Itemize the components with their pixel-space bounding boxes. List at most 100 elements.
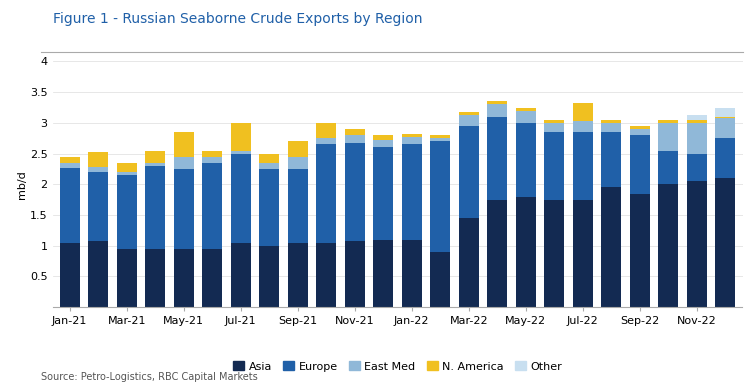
Bar [260, 169, 279, 246]
Bar [402, 144, 422, 240]
Bar [630, 129, 650, 135]
Bar [573, 121, 592, 132]
Bar [202, 249, 222, 307]
Bar [687, 123, 706, 154]
Bar [231, 123, 251, 151]
Bar [658, 184, 678, 307]
Bar [516, 197, 536, 307]
Bar [60, 168, 80, 243]
Bar [716, 138, 735, 178]
Bar [117, 172, 136, 175]
Bar [146, 249, 165, 307]
Bar [231, 154, 251, 243]
Bar [430, 138, 450, 141]
Bar [146, 163, 165, 166]
Bar [716, 117, 735, 118]
Bar [117, 175, 136, 249]
Bar [687, 154, 706, 181]
Bar [345, 241, 364, 307]
Bar [658, 123, 678, 151]
Bar [716, 108, 735, 117]
Bar [260, 154, 279, 163]
Bar [516, 111, 536, 123]
Bar [658, 120, 678, 123]
Bar [117, 249, 136, 307]
Bar [316, 144, 336, 243]
Bar [231, 151, 251, 154]
Bar [716, 178, 735, 307]
Bar [345, 135, 364, 142]
Bar [687, 115, 706, 120]
Bar [288, 243, 308, 307]
Bar [602, 120, 621, 123]
Bar [488, 117, 507, 200]
Bar [60, 163, 80, 168]
Text: Figure 1 - Russian Seaborne Crude Exports by Region: Figure 1 - Russian Seaborne Crude Export… [53, 12, 422, 26]
Bar [402, 137, 422, 144]
Bar [88, 167, 108, 172]
Bar [374, 135, 393, 140]
Text: Source: Petro-Logistics, RBC Capital Markets: Source: Petro-Logistics, RBC Capital Mar… [41, 372, 258, 382]
Bar [602, 187, 621, 307]
Y-axis label: mb/d: mb/d [17, 170, 27, 199]
Bar [60, 243, 80, 307]
Bar [260, 246, 279, 307]
Bar [402, 240, 422, 307]
Bar [459, 112, 478, 115]
Bar [174, 157, 194, 169]
Bar [202, 151, 222, 157]
Bar [231, 243, 251, 307]
Bar [544, 123, 564, 132]
Bar [88, 241, 108, 307]
Bar [687, 181, 706, 307]
Bar [260, 163, 279, 169]
Bar [602, 123, 621, 132]
Bar [146, 166, 165, 249]
Bar [174, 249, 194, 307]
Bar [630, 126, 650, 129]
Bar [174, 169, 194, 249]
Bar [630, 194, 650, 307]
Bar [345, 129, 364, 135]
Bar [459, 126, 478, 218]
Bar [630, 135, 650, 194]
Bar [117, 163, 136, 172]
Bar [316, 243, 336, 307]
Bar [288, 169, 308, 243]
Bar [374, 140, 393, 147]
Bar [374, 147, 393, 240]
Bar [544, 132, 564, 200]
Bar [288, 157, 308, 169]
Bar [345, 142, 364, 241]
Bar [288, 141, 308, 157]
Bar [459, 218, 478, 307]
Bar [374, 240, 393, 307]
Legend: Asia, Europe, East Med, N. America, Other: Asia, Europe, East Med, N. America, Othe… [229, 357, 566, 376]
Bar [60, 157, 80, 163]
Bar [316, 138, 336, 144]
Bar [430, 141, 450, 252]
Bar [687, 120, 706, 123]
Bar [573, 103, 592, 121]
Bar [658, 151, 678, 184]
Bar [430, 135, 450, 138]
Bar [88, 152, 108, 167]
Bar [573, 132, 592, 200]
Bar [202, 163, 222, 249]
Bar [488, 104, 507, 117]
Bar [488, 200, 507, 307]
Bar [602, 132, 621, 187]
Bar [402, 134, 422, 137]
Bar [516, 123, 536, 197]
Bar [146, 151, 165, 163]
Bar [88, 172, 108, 241]
Bar [430, 252, 450, 307]
Bar [516, 108, 536, 111]
Bar [316, 123, 336, 138]
Bar [573, 200, 592, 307]
Bar [544, 120, 564, 123]
Bar [459, 115, 478, 126]
Bar [544, 200, 564, 307]
Bar [202, 157, 222, 163]
Bar [488, 101, 507, 104]
